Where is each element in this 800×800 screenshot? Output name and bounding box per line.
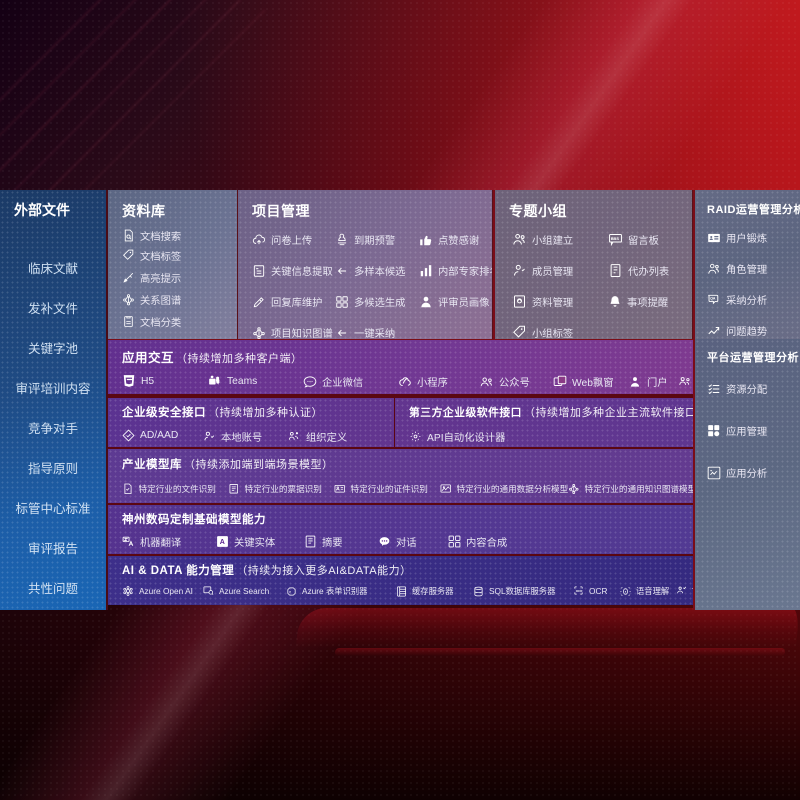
- svg-text:A: A: [220, 539, 225, 546]
- svg-text:BBS: BBS: [611, 236, 620, 241]
- svg-text:e: e: [289, 589, 291, 593]
- svg-text:QA: QA: [710, 296, 716, 300]
- svg-text:OCR: OCR: [576, 589, 583, 593]
